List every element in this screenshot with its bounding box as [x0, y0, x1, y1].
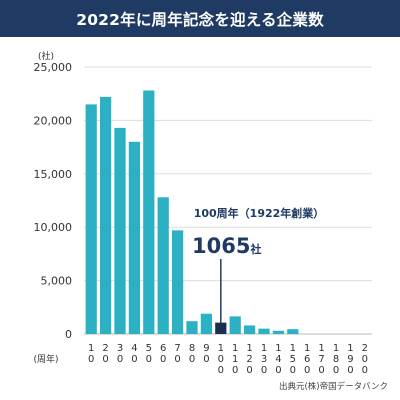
- bars: [85, 90, 299, 335]
- annotation-label: 100周年（1922年創業）: [194, 206, 325, 220]
- y-axis-ticks: 0 5,000 10,000 15,000 20,000 25,000: [34, 61, 73, 341]
- chart-title-bar: 2022年に周年記念を迎える企業数: [0, 0, 400, 37]
- bar-150: [287, 329, 299, 334]
- bar-20: [99, 96, 112, 335]
- bar-50: [143, 90, 155, 334]
- source-credit: 出典元(株)帝国データバンク: [278, 382, 388, 392]
- y-tick-label: 5,000: [41, 275, 73, 288]
- bar-70: [171, 230, 184, 334]
- x-axis-ticks: 1 0 2 0 3 0 4 0 5 0 6 0 7 0 8 0 9 0 1 0 0 1 1 0 1 2 0 1 3 0 1 4 0 1 5 0 1 6 0 1…: [88, 343, 368, 376]
- annotation-number: 1065: [192, 234, 250, 258]
- chart-title: 2022年に周年記念を迎える企業数: [76, 10, 324, 29]
- bar-10: [85, 104, 97, 334]
- bar-40: [128, 141, 141, 334]
- y-tick-label: 25,000: [34, 61, 73, 74]
- annotation-value: 1065社: [192, 234, 261, 258]
- annotation: 100周年（1922年創業） 1065社: [192, 206, 324, 323]
- bar-80: [186, 321, 198, 334]
- bar-140: [272, 330, 285, 334]
- bar-130: [258, 328, 270, 334]
- bar-100: [215, 322, 227, 334]
- y-tick-label: 0: [65, 328, 72, 341]
- bar-110: [229, 316, 241, 334]
- bar-30: [114, 127, 126, 334]
- y-tick-label: 10,000: [34, 221, 73, 234]
- y-unit-label: (社): [38, 50, 54, 62]
- bar-chart: (社) (周年) 0 5,000 10,000 15,000 20,000 25,000 …: [0, 37, 400, 400]
- bar-120: [243, 325, 256, 334]
- annotation-unit: 社: [249, 242, 261, 256]
- y-tick-label: 20,000: [34, 114, 73, 127]
- grid-lines: [84, 66, 372, 335]
- bar-60: [157, 197, 169, 334]
- bar-90: [200, 313, 213, 334]
- x-unit-label: (周年): [33, 353, 58, 365]
- y-tick-label: 15,000: [34, 168, 73, 181]
- chart-svg: (社) (周年) 05,00010,00015,00020,00025,000 …: [33, 50, 372, 376]
